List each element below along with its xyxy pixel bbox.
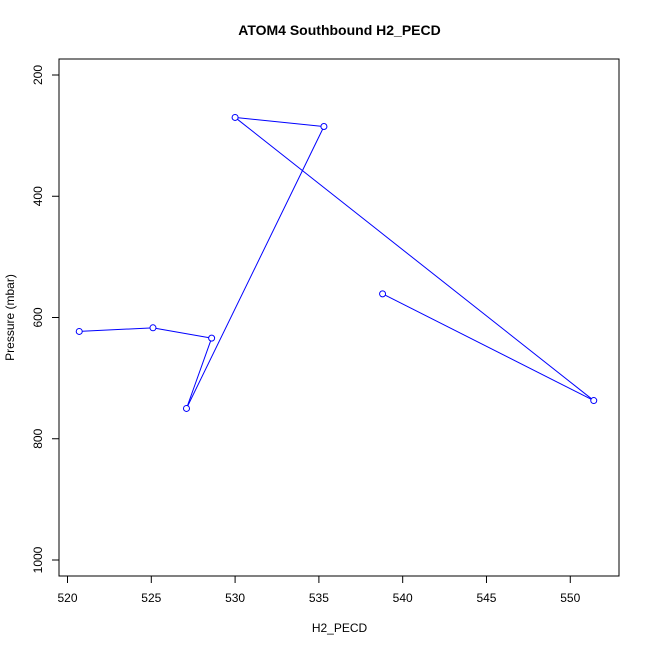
- x-tick-label: 525: [141, 591, 161, 605]
- data-point: [208, 334, 216, 342]
- series-line-segment: [238, 117, 321, 127]
- x-tick-label: 530: [225, 591, 245, 605]
- data-point: [231, 113, 239, 121]
- series-line-segment: [385, 294, 592, 400]
- y-tick-label: 1000: [31, 546, 45, 573]
- series-line-segment: [82, 327, 151, 332]
- x-axis: 520 525 530 535 540 545 550: [57, 575, 581, 605]
- series-line-segment: [187, 340, 212, 406]
- x-tick-label: 535: [309, 591, 329, 605]
- x-tick-label: 550: [560, 591, 580, 605]
- x-tick-label: 520: [57, 591, 77, 605]
- y-tick-label: 800: [31, 428, 45, 448]
- data-point: [149, 324, 157, 332]
- series-line-segment: [155, 327, 209, 339]
- x-axis-label: H2_PECD: [312, 621, 368, 635]
- data-point: [182, 404, 190, 412]
- y-tick-label: 200: [31, 65, 45, 85]
- series-layer: [75, 113, 598, 412]
- data-point: [590, 397, 598, 405]
- y-tick-label: 400: [31, 186, 45, 206]
- x-tick-label: 545: [476, 591, 496, 605]
- chart-title: ATOM4 Southbound H2_PECD: [238, 22, 440, 38]
- data-point: [75, 327, 83, 335]
- series-line-segment: [187, 129, 324, 406]
- y-axis-label: Pressure (mbar): [3, 274, 17, 361]
- data-point: [320, 123, 328, 131]
- data-point: [379, 290, 387, 298]
- y-axis: 200 400 600 800 1000: [31, 65, 60, 573]
- y-tick-label: 600: [31, 307, 45, 327]
- x-tick-label: 540: [393, 591, 413, 605]
- series-line-segment: [237, 118, 592, 400]
